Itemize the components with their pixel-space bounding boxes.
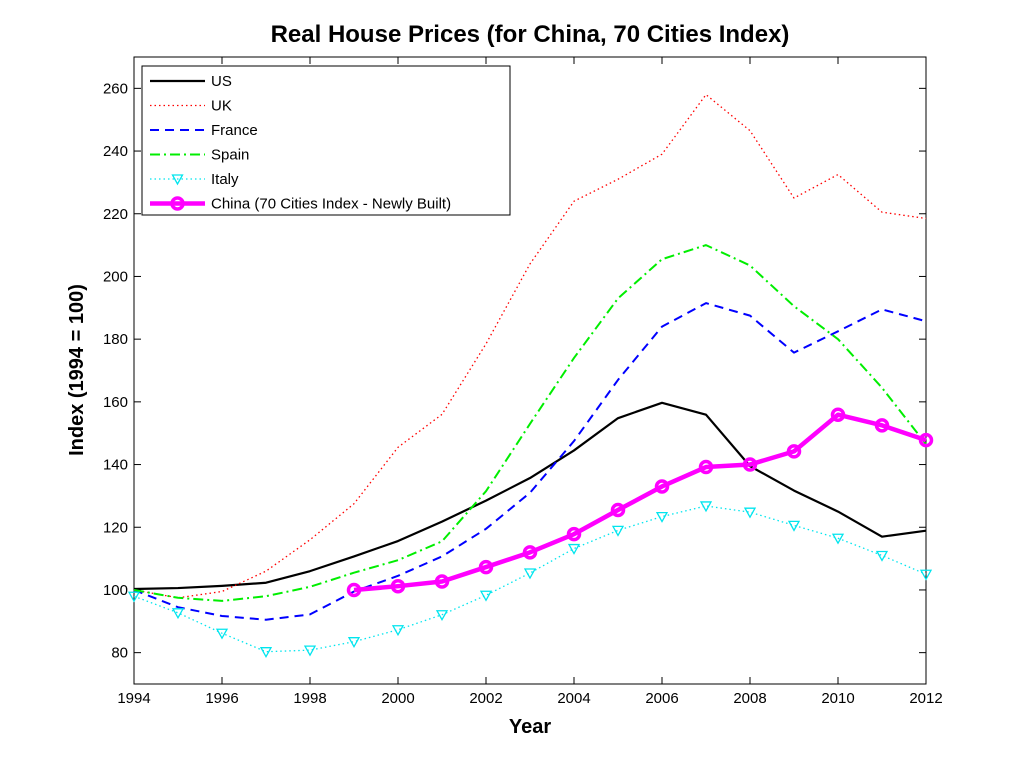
data-point [655, 511, 669, 523]
data-point [346, 582, 362, 598]
x-tick-label: 1994 [117, 690, 150, 707]
legend-label: Spain [211, 147, 249, 164]
legend-box [141, 65, 511, 216]
data-point [742, 457, 758, 472]
series-line [133, 244, 927, 602]
data-point [390, 578, 406, 594]
data-point [259, 647, 273, 659]
data-point [523, 568, 537, 580]
data-point [699, 501, 713, 513]
series-layer [127, 93, 934, 659]
y-tick-label: 140 [103, 457, 128, 474]
data-point [567, 543, 581, 555]
legend-label: France [211, 122, 258, 139]
x-tick-label: 2000 [381, 690, 414, 707]
legend-marker [170, 196, 185, 211]
data-point [919, 569, 933, 581]
data-point [171, 608, 185, 620]
y-tick-label: 120 [103, 519, 128, 536]
data-point [566, 526, 582, 542]
legend-entries: US UK France Spain Italy China (70 Cities Ind… [150, 73, 451, 213]
data-point [830, 407, 846, 422]
legend-label: China (70 Cities Index - Newly Built) [211, 196, 451, 213]
x-tick-label: 2012 [909, 690, 942, 707]
legend: US UK France Spain Italy China (70 Cities Ind… [141, 65, 511, 216]
x-tick-label: 2004 [557, 690, 590, 707]
series-1 [133, 93, 927, 599]
data-point [918, 432, 934, 448]
x-tick-label: 2010 [821, 690, 854, 707]
data-point [347, 637, 361, 649]
series-line [353, 412, 927, 593]
x-tick-label: 2006 [645, 690, 678, 707]
data-point [610, 502, 626, 518]
x-tick-label: 1998 [293, 690, 326, 707]
y-tick-label: 160 [103, 394, 128, 411]
x-tick-label: 2002 [469, 690, 502, 707]
data-point [522, 545, 538, 560]
x-tick-label: 1996 [205, 690, 238, 707]
series-3 [133, 244, 927, 602]
data-point [478, 559, 494, 575]
legend-label: US [211, 73, 232, 90]
data-point [391, 625, 405, 637]
data-point [787, 520, 801, 532]
series-5 [346, 407, 934, 598]
x-axis-label: Year [509, 716, 551, 738]
y-tick-label: 240 [103, 143, 128, 160]
axis-ticks: 1994 1996 1998 2000 2002 2004 2006 2008 2010 2012… [103, 57, 943, 707]
y-axis-label: Index (1994 = 100) [66, 284, 88, 456]
legend-label: UK [211, 98, 232, 115]
data-point [698, 459, 714, 475]
data-point [875, 550, 889, 562]
y-tick-label: 200 [103, 268, 128, 285]
series-line [133, 93, 927, 599]
chart-title: Real House Prices (for China, 70 Cities … [271, 21, 790, 48]
data-point [611, 525, 625, 537]
y-tick-label: 220 [103, 206, 128, 223]
legend-label: Italy [211, 171, 239, 188]
y-tick-label: 260 [103, 80, 128, 97]
series-line [133, 401, 927, 591]
data-point [479, 590, 493, 602]
data-point [435, 610, 449, 622]
series-line [133, 302, 927, 621]
data-point [303, 645, 317, 657]
y-tick-label: 100 [103, 582, 128, 599]
data-point [434, 574, 450, 589]
data-point [786, 444, 802, 459]
data-point [654, 479, 670, 494]
data-point [127, 591, 141, 603]
series-4 [127, 501, 933, 659]
y-tick-label: 80 [111, 645, 128, 662]
y-tick-label: 180 [103, 331, 128, 348]
data-point [874, 418, 890, 433]
data-point [743, 507, 757, 519]
legend-marker [171, 174, 184, 186]
data-point [831, 533, 845, 545]
series-0 [133, 401, 927, 591]
series-2 [133, 302, 927, 621]
x-tick-label: 2008 [733, 690, 766, 707]
data-point [215, 628, 229, 640]
